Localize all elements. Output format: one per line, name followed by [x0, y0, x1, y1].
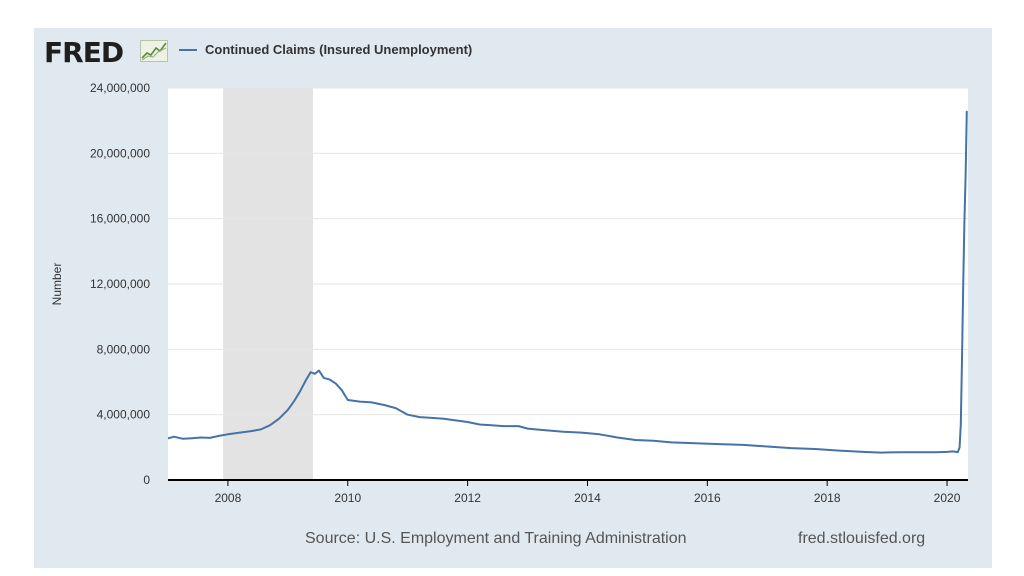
series-line-continued-claims	[167, 110, 968, 454]
series-layer	[167, 110, 968, 454]
y-tick-label: 12,000,000	[90, 277, 150, 291]
x-tick-label: 2016	[694, 491, 721, 505]
y-tick-label: 24,000,000	[90, 81, 150, 95]
fred-line-graph-icon	[140, 40, 168, 62]
y-tick-label: 4,000,000	[97, 408, 151, 422]
fred-logo: FRED	[44, 36, 124, 69]
chart-frame: FRED Continued Claims (Insured Unemploym…	[34, 28, 992, 568]
legend-label: Continued Claims (Insured Unemployment)	[205, 42, 473, 57]
x-tick-label: 2020	[934, 491, 961, 505]
x-tick-label: 2008	[215, 491, 242, 505]
x-tick-label: 2010	[334, 491, 361, 505]
x-tick-label: 2012	[454, 491, 481, 505]
y-axis-ticks: 0 4,000,000 8,000,000 12,000,000 16,000,000 2…	[90, 81, 150, 487]
site-url: fred.stlouisfed.org	[798, 530, 926, 547]
x-axis-ticks: 2008 2010 2012 2014 2016 2018 2020	[215, 480, 961, 505]
y-tick-label: 8,000,000	[97, 342, 151, 356]
chart-legend: Continued Claims (Insured Unemployment)	[179, 42, 472, 57]
x-tick-label: 2014	[574, 491, 601, 505]
y-tick-label: 20,000,000	[90, 146, 150, 160]
grid-lines	[168, 87, 968, 416]
y-axis-title: Number	[50, 263, 64, 306]
source-note: Source: U.S. Employment and Training Adm…	[305, 530, 687, 547]
legend-swatch	[179, 48, 197, 51]
y-tick-label: 16,000,000	[90, 212, 150, 226]
chart-svg: 2008 2010 2012 2014 2016 2018 2020 0 4,000,000 8…	[50, 81, 968, 505]
y-tick-label: 0	[143, 473, 150, 487]
x-tick-label: 2018	[814, 491, 841, 505]
